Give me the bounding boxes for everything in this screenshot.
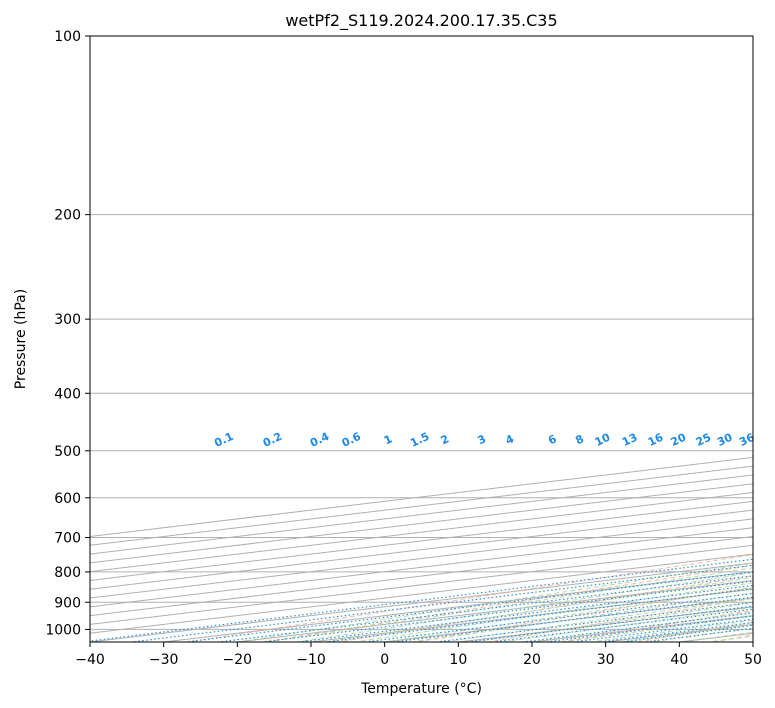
y-axis-title: Pressure (hPa) — [13, 289, 29, 389]
dry-adiabat-line — [409, 586, 753, 642]
x-tick-label: −10 — [296, 652, 326, 668]
mixing-ratio-line — [487, 608, 753, 642]
mixing-ratio-label: 10 — [593, 431, 613, 449]
y-tick-label: 200 — [54, 208, 81, 224]
isotherm-line — [90, 527, 753, 608]
mixing-ratio-line — [517, 612, 753, 642]
x-tick-label: −40 — [75, 652, 105, 668]
y-tick-label: 900 — [54, 595, 81, 611]
x-tick-label: 50 — [744, 652, 762, 668]
chart-title: wetPf2_S119.2024.200.17.35.C35 — [285, 11, 557, 31]
y-tick-label: 1000 — [45, 622, 81, 638]
isotherm-line — [90, 483, 753, 564]
x-tick-label: 20 — [523, 652, 541, 668]
x-axis-title: Temperature (°C) — [360, 681, 482, 697]
isotherm-line — [90, 474, 753, 555]
mixing-ratio-lines — [90, 558, 753, 642]
mixing-ratio-line — [463, 605, 753, 642]
x-tick-label: −30 — [149, 652, 179, 668]
y-tick-label: 500 — [54, 444, 81, 460]
isotherm-line — [90, 509, 753, 590]
mixing-ratio-label: 36 — [737, 431, 757, 449]
moist-adiabat-line — [381, 587, 753, 642]
isotherm-lines — [90, 456, 753, 642]
moist-adiabat-line — [263, 567, 753, 642]
mixing-ratio-label: 20 — [669, 431, 689, 449]
mixing-ratio-label: 13 — [620, 431, 639, 449]
x-tick-label: −20 — [223, 652, 253, 668]
y-tick-label: 100 — [54, 29, 81, 45]
isotherm-line — [90, 492, 753, 573]
y-tick-label: 800 — [54, 565, 81, 581]
x-tick-label: 40 — [670, 652, 688, 668]
isotherm-line — [90, 500, 753, 581]
y-tick-label: 600 — [54, 491, 81, 507]
y-tick-label: 400 — [54, 386, 81, 402]
plot-frame — [89, 35, 754, 643]
isotherm-line — [90, 544, 753, 625]
moist-adiabat-line — [439, 597, 753, 642]
mixing-ratio-line — [431, 601, 753, 642]
moist-adiabat-line — [351, 582, 753, 642]
y-tick-label: 700 — [54, 531, 81, 547]
x-tick-label: 0 — [380, 652, 389, 668]
mixing-ratio-line — [127, 564, 753, 642]
dry-adiabat-lines — [185, 554, 753, 642]
axes: −40 −30 −20 −10 0 10 20 30 40 50 1000 900 800 700 600 5… — [45, 29, 762, 668]
mixing-ratio-label: 25 — [694, 431, 713, 449]
x-tick-label: 30 — [597, 652, 615, 668]
mixing-ratio-label: 30 — [715, 431, 735, 449]
isotherm-line — [90, 536, 753, 617]
dry-adiabat-line — [559, 609, 753, 642]
dry-adiabat-line — [334, 575, 753, 642]
isotherm-line — [90, 518, 753, 599]
dry-adiabat-line — [185, 554, 753, 642]
mixing-ratio-label: 16 — [646, 431, 666, 449]
moist-adiabat-line — [498, 606, 753, 642]
y-tick-label: 300 — [54, 312, 81, 328]
mixing-ratio-line — [90, 558, 753, 642]
x-tick-label: 10 — [449, 652, 467, 668]
moist-adiabat-line — [233, 562, 753, 642]
